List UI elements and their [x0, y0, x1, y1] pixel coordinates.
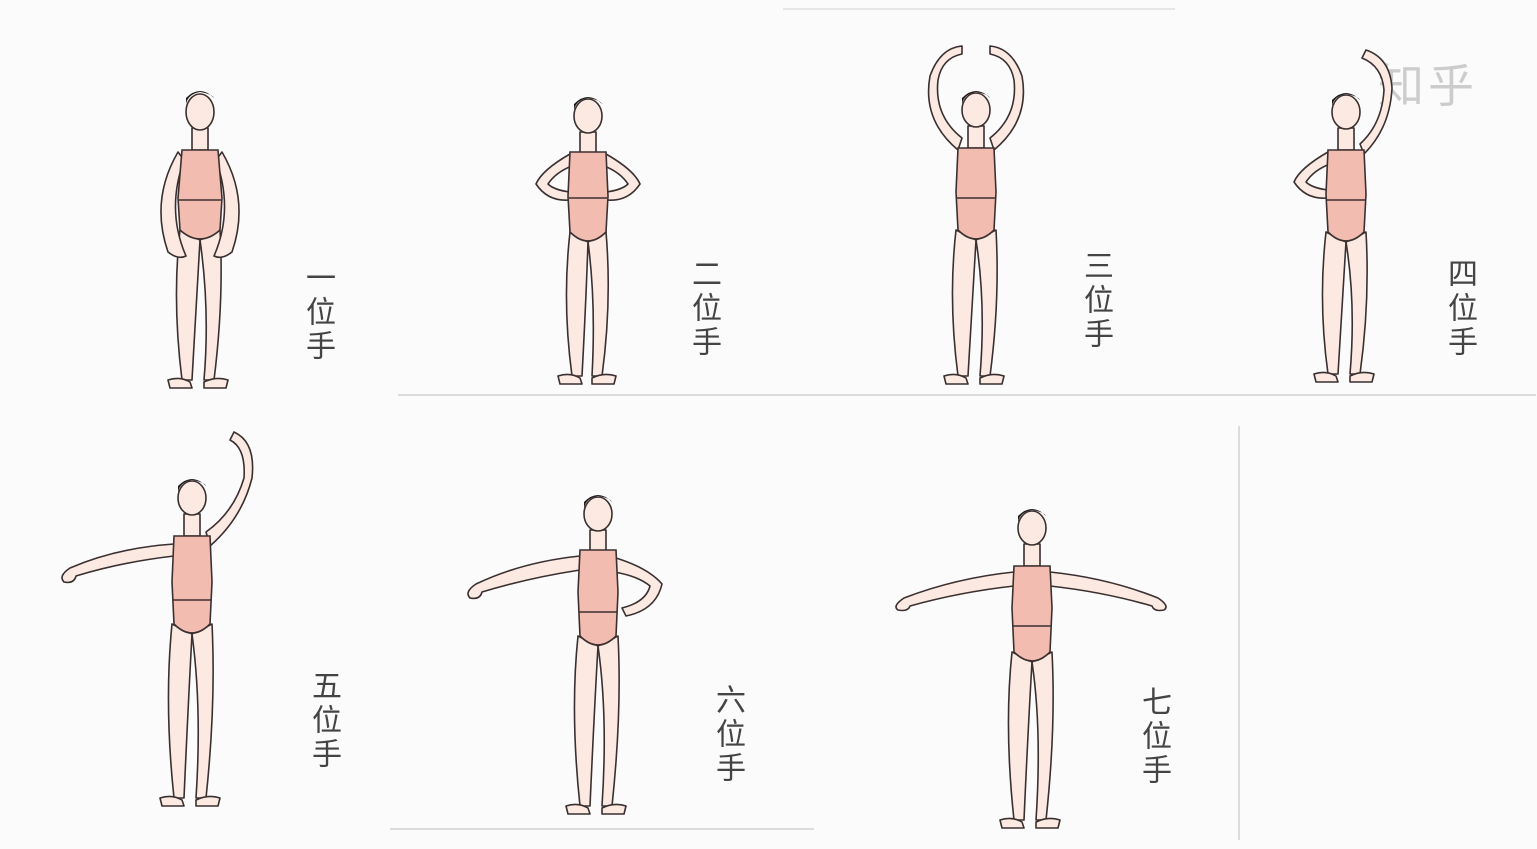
caption-position-3: 三位手 — [1078, 250, 1113, 352]
dancer-position-2-figure — [535, 97, 641, 385]
divider-line — [390, 828, 814, 830]
dancer-position-3-figure — [927, 45, 1025, 385]
caption-position-5: 五位手 — [306, 670, 341, 772]
divider-line — [783, 8, 1175, 10]
divider-line — [1238, 426, 1240, 840]
caption-position-2: 二位手 — [686, 258, 721, 360]
dancer-position-5-figure — [61, 431, 254, 807]
caption-position-4: 四位手 — [1442, 258, 1477, 360]
dancer-position-4-figure — [1293, 49, 1393, 383]
zhihu-watermark: 知乎 — [1378, 59, 1478, 113]
dancer-position-1-figure — [160, 91, 240, 389]
divider-line — [398, 394, 1536, 396]
caption-position-6: 六位手 — [710, 684, 745, 786]
caption-position-1: 一位手 — [300, 262, 335, 364]
dancer-position-6-figure — [467, 495, 663, 815]
caption-position-7: 七位手 — [1136, 686, 1171, 788]
dancer-position-7-figure — [895, 509, 1167, 829]
